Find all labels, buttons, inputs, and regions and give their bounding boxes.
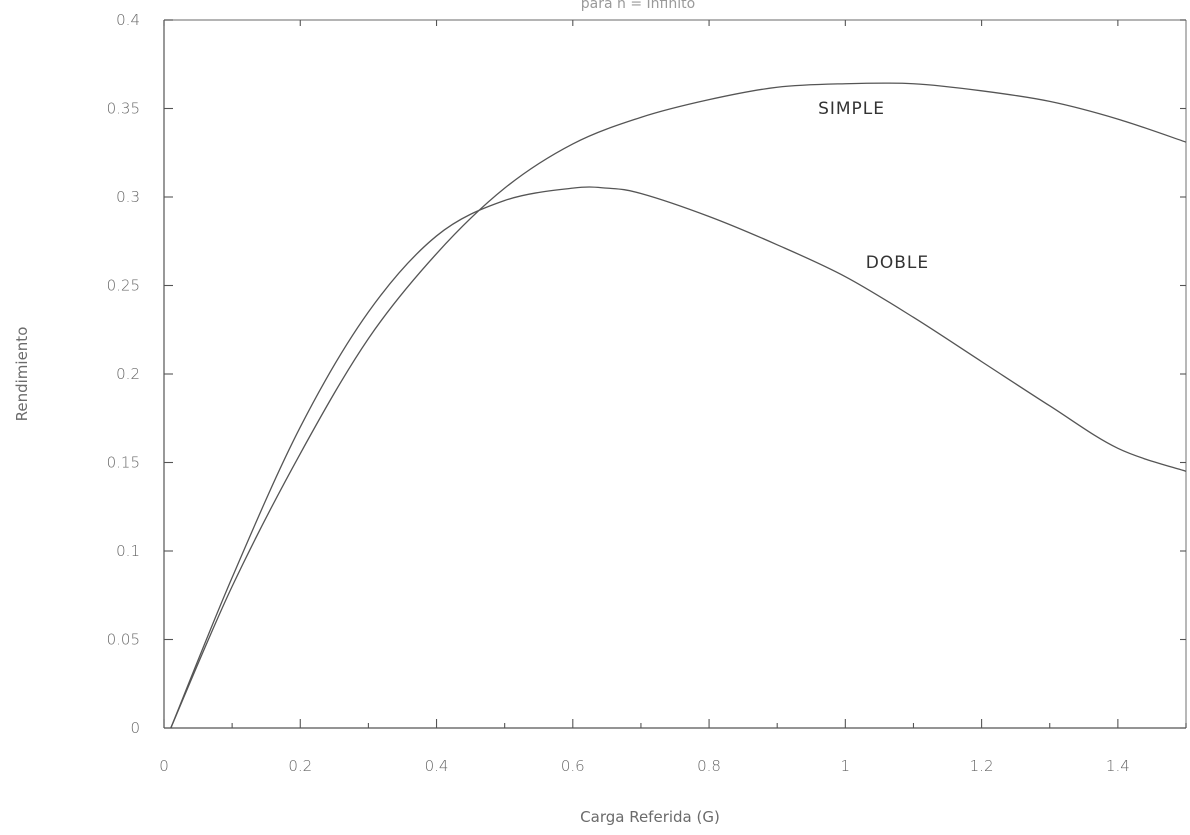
series-lines xyxy=(170,82,1187,729)
axis-ticks xyxy=(163,19,1187,729)
y-tick-labels: 0 0.05 0.1 0.15 0.2 0.25 0.3 0.35 0.4 xyxy=(107,11,140,737)
chart-title: para n = Infinito xyxy=(581,0,695,12)
y-tick-label: 0.25 xyxy=(107,277,140,295)
x-tick-label: 0.8 xyxy=(697,757,721,775)
y-tick-label: 0.35 xyxy=(107,100,140,118)
x-tick-label: 1.2 xyxy=(970,757,994,775)
y-tick-label: 0.4 xyxy=(116,11,140,29)
y-tick-label: 0 xyxy=(130,719,140,737)
y-tick-label: 0.15 xyxy=(107,454,140,472)
x-tick-label: 1.4 xyxy=(1106,757,1130,775)
x-tick-label: 0 xyxy=(159,757,169,775)
curve-label-simple: SIMPLE xyxy=(818,99,885,119)
series-line-doble xyxy=(170,186,1187,729)
y-tick-label: 0.1 xyxy=(116,542,140,560)
plot-frame xyxy=(163,19,1187,729)
y-tick-label: 0.05 xyxy=(107,631,140,649)
series-line-simple xyxy=(170,82,1187,729)
x-tick-label: 0.6 xyxy=(561,757,585,775)
curve-labels: SIMPLE DOBLE xyxy=(818,99,929,273)
x-tick-label: 0.2 xyxy=(288,757,312,775)
x-tick-label: 0.4 xyxy=(425,757,449,775)
x-tick-label: 1 xyxy=(841,757,851,775)
y-tick-label: 0.3 xyxy=(116,188,140,206)
y-tick-label: 0.2 xyxy=(116,365,140,383)
x-axis-title: Carga Referida (G) xyxy=(580,808,720,826)
y-axis-title: Rendimiento xyxy=(13,327,31,422)
x-tick-labels: 0 0.2 0.4 0.6 0.8 1 1.2 1.4 xyxy=(159,757,1130,775)
curve-label-doble: DOBLE xyxy=(866,253,929,273)
